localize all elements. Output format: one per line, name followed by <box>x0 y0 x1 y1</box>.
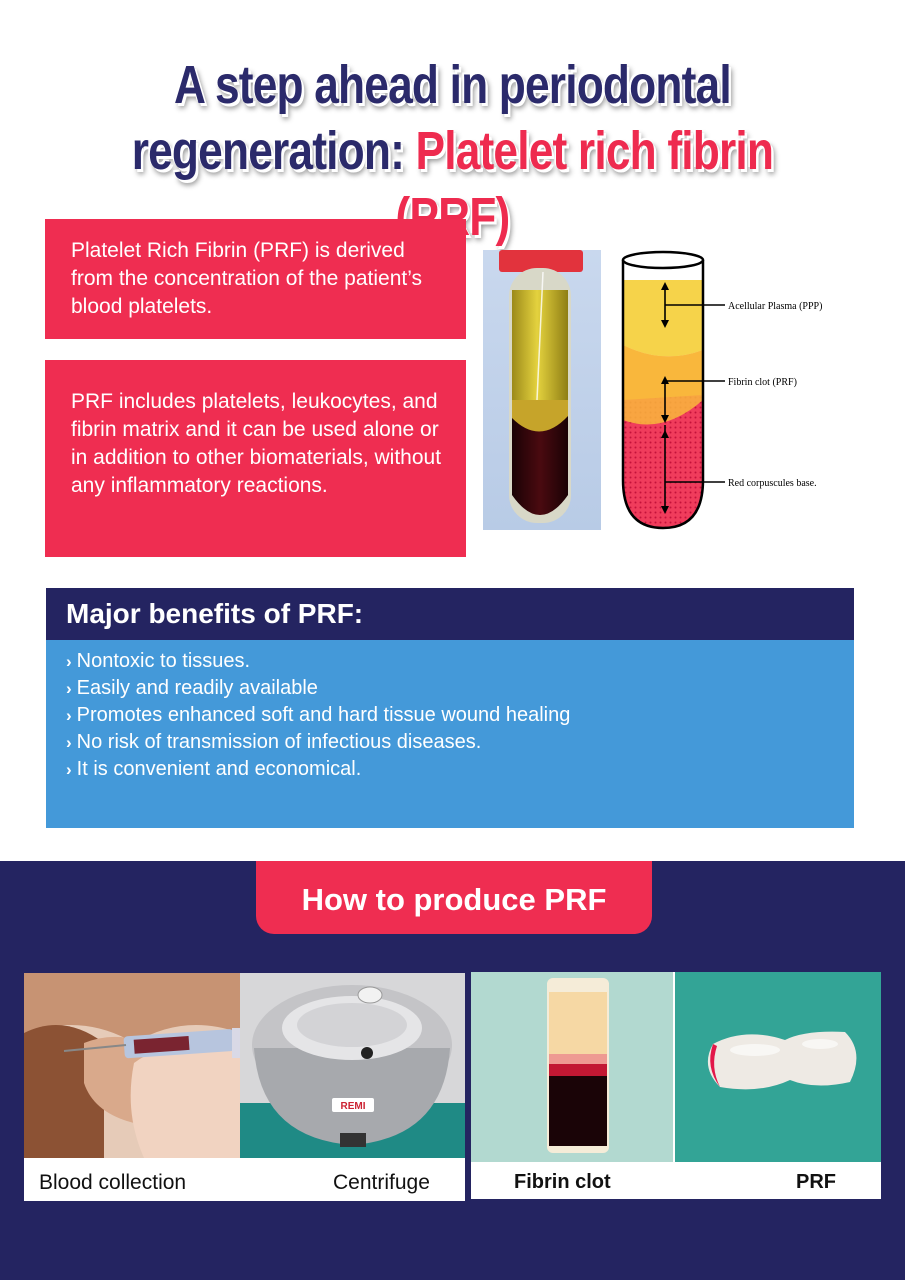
caption-centrifuge: Centrifuge <box>333 1171 430 1194</box>
fibrin-clot-photo <box>471 972 673 1162</box>
chevron-right-icon: › <box>66 652 72 671</box>
prf-membrane-photo <box>675 972 881 1162</box>
chevron-right-icon: › <box>66 733 72 752</box>
page-title: A step ahead in periodontal regeneration… <box>81 52 823 250</box>
prf-tube-illustration: Acellular Plasma (PPP) Fibrin clot (PRF)… <box>483 250 822 530</box>
benefit-text: No risk of transmission of infectious di… <box>76 731 482 753</box>
centrifuge-photo: REMI <box>240 973 465 1158</box>
blood-collection-photo <box>24 973 240 1158</box>
info-box-derivation: Platelet Rich Fibrin (PRF) is derived fr… <box>45 219 466 339</box>
diagram-ppp <box>623 280 703 357</box>
title-line-1: A step ahead in periodontal <box>173 55 732 115</box>
photo-strip-result: Fibrin clot PRF <box>471 972 881 1199</box>
caption-blood-collection: Blood collection <box>39 1171 187 1194</box>
info-box-text: PRF includes platelets, leukocytes, and … <box>71 390 442 497</box>
list-item: › Promotes enhanced soft and hard tissue … <box>66 702 854 729</box>
title-line-2: regeneration: Platelet rich fibrin (PRF) <box>81 118 823 250</box>
list-item: › Easily and readily available <box>66 675 854 702</box>
prf-tube-figure: Acellular Plasma (PPP) Fibrin clot (PRF)… <box>483 250 855 530</box>
benefit-text: Easily and readily available <box>76 677 318 699</box>
caption-fibrin-clot: Fibrin clot <box>514 1171 611 1193</box>
benefit-text: Promotes enhanced soft and hard tissue w… <box>76 704 571 726</box>
tube-blood <box>512 416 568 515</box>
tube-clot <box>512 400 568 434</box>
title-line-2-prefix: regeneration: <box>131 121 416 181</box>
list-item: › It is convenient and economical. <box>66 756 854 783</box>
caption-prf: PRF <box>796 1171 836 1193</box>
diagram-label-ppp: Acellular Plasma (PPP) <box>728 301 822 312</box>
centrifuge-brand-label: REMI <box>341 1101 366 1112</box>
diagram-tube-rim <box>621 250 705 270</box>
list-item: › Nontoxic to tissues. <box>66 648 854 675</box>
how-to-heading: How to produce PRF <box>256 861 652 934</box>
chevron-right-icon: › <box>66 679 72 698</box>
list-item: › No risk of transmission of infectious d… <box>66 729 854 756</box>
info-box-composition: PRF includes platelets, leukocytes, and … <box>45 360 466 557</box>
benefit-text: Nontoxic to tissues. <box>76 650 251 672</box>
benefits-heading: Major benefits of PRF: <box>46 588 854 640</box>
diagram-label-rbc: Red corpuscules base. <box>728 478 817 489</box>
tube-cap <box>499 250 583 272</box>
chevron-right-icon: › <box>66 760 72 779</box>
diagram-label-prf: Fibrin clot (PRF) <box>728 377 797 388</box>
info-box-text: Platelet Rich Fibrin (PRF) is derived fr… <box>71 239 422 318</box>
benefit-text: It is convenient and economical. <box>76 758 362 780</box>
diagram-rbc <box>623 395 703 528</box>
chevron-right-icon: › <box>66 706 72 725</box>
benefits-list: › Nontoxic to tissues. › Easily and readil… <box>46 640 854 828</box>
photo-strip-collection: REMI Blood collection Centrifuge <box>24 973 465 1201</box>
